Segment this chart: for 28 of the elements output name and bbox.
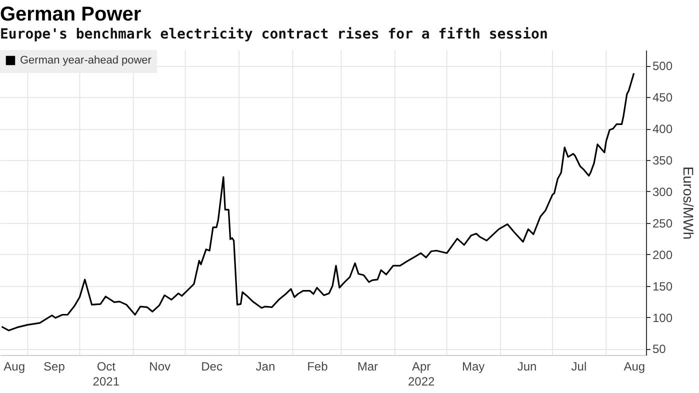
chart-title: German Power xyxy=(0,4,142,26)
legend-label: German year-ahead power xyxy=(20,54,152,66)
y-tick-label: 50 xyxy=(652,342,666,356)
x-tick-label: Mar xyxy=(357,360,378,374)
y-tick-label: 350 xyxy=(652,154,673,168)
y-tick-label: 400 xyxy=(652,122,673,136)
x-tick-label: Jan xyxy=(256,360,276,374)
x-tick-label: Dec xyxy=(201,360,222,374)
x-tick-label: Sep xyxy=(44,360,66,374)
x-tick-label: Jul xyxy=(571,360,587,374)
x-tick-label: Oct 2021 xyxy=(92,360,120,388)
x-tick-label: Nov xyxy=(149,360,171,374)
x-tick-label: Feb xyxy=(307,360,328,374)
line-series xyxy=(0,72,635,332)
x-tick-label: May xyxy=(462,360,485,374)
x-tick-label: Apr 2022 xyxy=(408,360,436,388)
y-tick-label: 100 xyxy=(652,310,673,325)
y-tick-label: 450 xyxy=(652,90,673,105)
x-tick-label: Aug xyxy=(4,360,26,374)
y-tick-label: 200 xyxy=(652,248,673,262)
x-tick-label: Jun xyxy=(517,360,537,374)
y-tick-label: 500 xyxy=(652,59,673,74)
y-tick-label: 150 xyxy=(652,279,673,294)
y-tick-label: 300 xyxy=(652,184,673,199)
chart-subtitle: Europe's benchmark electricity contract rises for a fifth session xyxy=(0,26,548,42)
x-tick-label: Aug xyxy=(624,360,646,374)
y-tick-label: 250 xyxy=(652,216,673,230)
y-axis-title: Euros/MWh xyxy=(680,166,697,240)
